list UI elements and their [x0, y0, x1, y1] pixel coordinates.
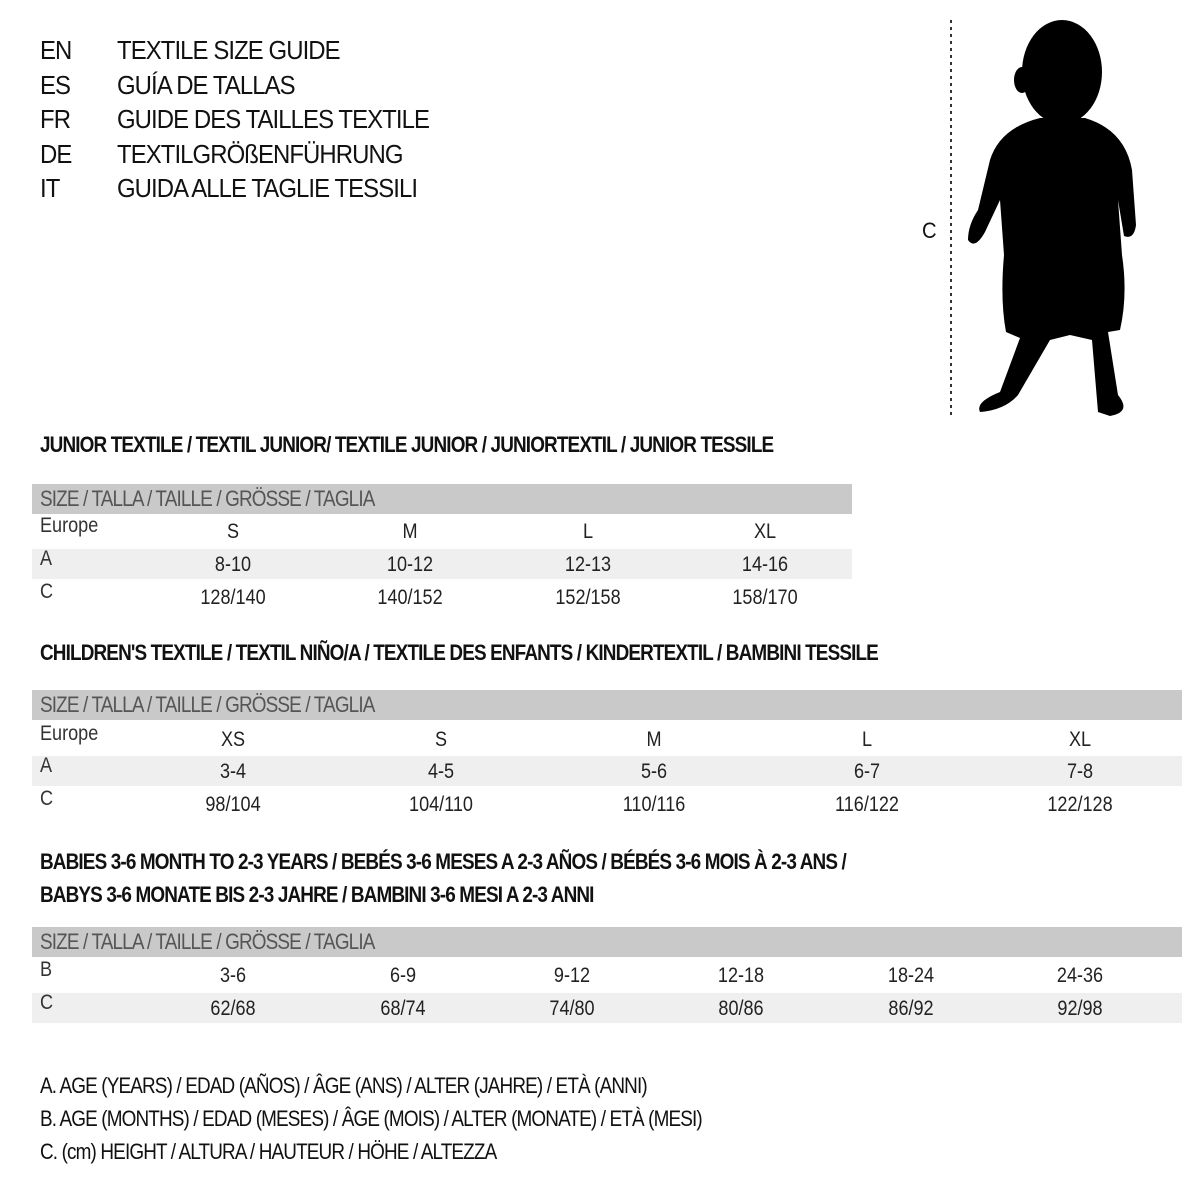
- table-cell: 140/152: [377, 586, 443, 609]
- table-cell: 3-4: [219, 760, 247, 783]
- table-cell: 80/86: [718, 997, 764, 1020]
- table-cell: 5-6: [640, 760, 668, 783]
- table-cell: 110/116: [622, 793, 686, 816]
- table-cell: 6-7: [853, 760, 881, 783]
- table-cell: 128/140: [200, 586, 266, 609]
- babies-heading-line2: BABYS 3-6 MONATE BIS 2-3 JAHRE / BAMBINI…: [40, 882, 594, 907]
- table-cell: M: [402, 520, 418, 543]
- table-cell: 86/92: [888, 997, 934, 1020]
- size-header-bar: [32, 690, 1182, 720]
- table-cell: 8-10: [214, 553, 252, 576]
- table-cell: 24-36: [1056, 964, 1104, 987]
- table-cell: 152/158: [555, 586, 621, 609]
- table-cell: 4-5: [427, 760, 455, 783]
- legend-item: B. AGE (MONTHS) / EDAD (MESES) / ÂGE (MO…: [40, 1106, 703, 1131]
- language-code: DE: [40, 138, 72, 169]
- guide-title: TEXTILE SIZE GUIDE: [117, 35, 341, 65]
- table-cell: M: [646, 728, 662, 751]
- table-cell: 74/80: [549, 997, 595, 1020]
- table-cell: XL: [753, 520, 777, 543]
- guide-title: GUIDA ALLE TAGLIE TESSILI: [117, 173, 418, 203]
- child-silhouette-icon: [950, 20, 1136, 416]
- language-code: ES: [40, 69, 71, 100]
- size-header-bar: [32, 927, 1182, 957]
- row-label: Europe: [40, 722, 99, 745]
- legend-item: A. AGE (YEARS) / EDAD (AÑOS) / ÂGE (ANS)…: [40, 1073, 648, 1098]
- table-cell: 116/122: [835, 793, 899, 816]
- table-cell: 12-13: [564, 553, 612, 576]
- children-heading: CHILDREN'S TEXTILE / TEXTIL NIÑO/A / TEX…: [40, 640, 879, 665]
- shaded-row: [32, 549, 852, 579]
- row-label: A: [40, 547, 53, 570]
- row-label: C: [40, 991, 54, 1014]
- table-cell: 62/68: [210, 997, 256, 1020]
- size-header: SIZE / TALLA / TAILLE / GRÖSSE / TAGLIA: [40, 486, 375, 511]
- row-label: C: [40, 787, 54, 810]
- table-cell: 98/104: [205, 793, 261, 816]
- guide-title: GUÍA DE TALLAS: [117, 69, 296, 100]
- table-cell: XS: [220, 728, 246, 751]
- table-cell: 158/170: [732, 586, 798, 609]
- table-cell: 14-16: [741, 553, 789, 576]
- table-cell: L: [582, 520, 594, 543]
- guide-title: TEXTILGRÖßENFÜHRUNG: [117, 138, 403, 169]
- table-cell: 6-9: [389, 964, 417, 987]
- table-cell: 92/98: [1057, 997, 1103, 1020]
- table-cell: L: [861, 728, 873, 751]
- legend-item: C. (cm) HEIGHT / ALTURA / HAUTEUR / HÖHE…: [40, 1139, 497, 1164]
- measure-label-c: C: [922, 218, 937, 243]
- table-cell: 122/128: [1047, 793, 1113, 816]
- table-cell: 12-18: [717, 964, 765, 987]
- babies-heading-line1: BABIES 3-6 MONTH TO 2-3 YEARS / BEBÉS 3-…: [40, 849, 847, 874]
- table-cell: 9-12: [553, 964, 591, 987]
- language-code: EN: [40, 35, 72, 65]
- size-header: SIZE / TALLA / TAILLE / GRÖSSE / TAGLIA: [40, 929, 375, 954]
- size-header-bar: [32, 484, 852, 514]
- table-cell: S: [434, 728, 448, 751]
- table-cell: 10-12: [386, 553, 434, 576]
- language-code: FR: [40, 104, 71, 134]
- shaded-row: [32, 756, 1182, 786]
- row-label: Europe: [40, 514, 99, 537]
- row-label: B: [40, 958, 53, 981]
- junior-heading: JUNIOR TEXTILE / TEXTIL JUNIOR/ TEXTILE …: [40, 432, 774, 457]
- table-cell: XL: [1068, 728, 1092, 751]
- table-cell: 18-24: [887, 964, 935, 987]
- row-label: A: [40, 754, 53, 777]
- table-cell: 104/110: [409, 793, 473, 816]
- row-label: C: [40, 580, 54, 603]
- table-cell: S: [226, 520, 240, 543]
- table-cell: 3-6: [219, 964, 247, 987]
- language-code: IT: [40, 173, 60, 203]
- size-header: SIZE / TALLA / TAILLE / GRÖSSE / TAGLIA: [40, 692, 375, 717]
- table-cell: 7-8: [1066, 760, 1094, 783]
- shaded-row: [32, 993, 1182, 1023]
- guide-title: GUIDE DES TAILLES TEXTILE: [117, 104, 430, 134]
- table-cell: 68/74: [380, 997, 426, 1020]
